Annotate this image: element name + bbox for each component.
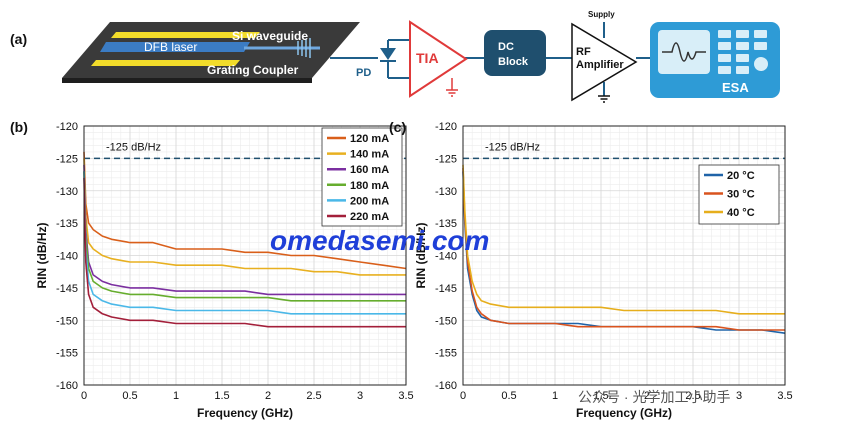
- grating-coupler: [297, 38, 311, 58]
- rin-temperature-chart: 0 0.5 1 1.5 2 2.5 3 3.5 -120 -125 -130 -135 -140 -145…: [389, 119, 793, 420]
- legend-label: 140 mA: [350, 149, 389, 161]
- tia-label: TIA: [416, 50, 439, 66]
- y-tick-label: -160: [435, 380, 457, 392]
- signal-path: [330, 22, 650, 96]
- x-tick-label: 1.5: [593, 390, 608, 402]
- dc-block-box: [484, 30, 546, 76]
- x-tick-label: 3.5: [398, 390, 413, 402]
- legend-label: 200 mA: [350, 195, 389, 207]
- series-line: [83, 177, 406, 328]
- rf-ground-icon: [598, 95, 610, 103]
- series-line: [462, 171, 786, 334]
- y-tick-label: -145: [56, 283, 78, 295]
- series-line: [83, 171, 406, 315]
- supply-label: Supply: [588, 10, 615, 19]
- y-tick-label: -130: [56, 186, 78, 198]
- y-tick-label: -120: [435, 121, 457, 133]
- series-line: [83, 164, 406, 296]
- y-tick-label: -155: [56, 348, 78, 360]
- x-tick-label: 3: [357, 390, 363, 402]
- y-tick-label: -160: [56, 380, 78, 392]
- y-tick-label: -135: [56, 218, 78, 230]
- rf-amp-label-line1: RF: [576, 46, 591, 58]
- y-axis-label: RIN (dB/Hz): [414, 223, 428, 289]
- panel-a-label: (a): [10, 31, 27, 47]
- x-tick-label: 3: [736, 390, 742, 402]
- chip-electrode-bottom: [91, 60, 240, 66]
- x-tick-label: 2: [644, 390, 650, 402]
- dc-block-label-line1: DC: [498, 41, 514, 53]
- y-tick-label: -125: [56, 153, 78, 165]
- chip-edge: [62, 78, 312, 83]
- y-tick-label: -140: [435, 251, 457, 263]
- series-line: [462, 168, 785, 331]
- plot-frame: [83, 125, 407, 386]
- legend-label: 30 °C: [727, 189, 755, 201]
- plot-frame: [462, 125, 786, 386]
- grating-coupler-label: Grating Coupler: [207, 63, 299, 77]
- x-tick-label: 2.5: [685, 390, 700, 402]
- wechat-watermark: 公众号 · 光学加工小助手: [578, 389, 730, 405]
- y-tick-label: -135: [435, 218, 457, 230]
- legend-label: 180 mA: [350, 180, 389, 192]
- dc-block-label-line2: Block: [498, 56, 529, 68]
- esa-waveform-icon: [662, 42, 706, 62]
- rf-amplifier-icon: [571, 22, 638, 102]
- y-tick-label: -150: [435, 315, 457, 327]
- legend-box: [321, 127, 403, 227]
- y-tick-label: -155: [435, 348, 457, 360]
- series-line: [83, 158, 406, 276]
- y-tick-label: -140: [56, 251, 78, 263]
- x-tick-label: 1: [552, 390, 558, 402]
- series-line: [83, 151, 407, 270]
- legend-label: 40 °C: [727, 207, 755, 219]
- x-tick-label: 2: [265, 390, 271, 402]
- chip-electrode-top: [111, 32, 260, 38]
- x-tick-label: 1.5: [214, 390, 229, 402]
- panel-label: (c): [389, 119, 406, 135]
- x-tick-label: 2.5: [306, 390, 321, 402]
- x-axis-label: Frequency (GHz): [197, 406, 293, 420]
- tia-amplifier-icon: [409, 20, 468, 98]
- dfb-laser-label: DFB laser: [144, 40, 197, 54]
- x-tick-label: 0.5: [122, 390, 137, 402]
- pd-label: PD: [356, 67, 371, 79]
- panel-label: (b): [10, 119, 28, 135]
- esa-screen: [658, 30, 710, 74]
- legend-label: 120 mA: [350, 133, 389, 145]
- legend-label: 20 °C: [727, 170, 755, 182]
- y-tick-label: -125: [435, 153, 457, 165]
- y-axis-label: RIN (dB/Hz): [35, 223, 49, 289]
- x-tick-label: 0.5: [501, 390, 516, 402]
- si-waveguide-label: Si waveguide: [232, 29, 308, 43]
- x-tick-label: 1: [173, 390, 179, 402]
- legend-label: 160 mA: [350, 164, 389, 176]
- photodiode-icon: [380, 48, 396, 60]
- series-line: [83, 171, 406, 302]
- rf-amp-label-line2: Amplifier: [576, 59, 624, 71]
- dfb-laser-block: [100, 42, 250, 52]
- legend-label: 220 mA: [350, 211, 389, 223]
- tia-ground-icon: [446, 89, 458, 97]
- site-watermark: omedasemi.com: [270, 225, 489, 256]
- reference-line-label: -125 dB/Hz: [485, 141, 540, 153]
- series-line: [462, 164, 785, 315]
- x-axis-label: Frequency (GHz): [576, 406, 672, 420]
- esa-keypad-icon: [718, 30, 768, 74]
- esa-label: ESA: [722, 80, 749, 95]
- rin-current-chart: 0 0.5 1 1.5 2 2.5 3 3.5 -120 -125 -130 -135 -140 -145…: [10, 119, 414, 420]
- y-tick-label: -120: [56, 121, 78, 133]
- reference-line-label: -125 dB/Hz: [106, 141, 161, 153]
- y-tick-label: -145: [435, 283, 457, 295]
- x-tick-label: 3.5: [777, 390, 792, 402]
- x-tick-label: 0: [460, 390, 466, 402]
- y-tick-label: -150: [56, 315, 78, 327]
- schematic-panel: (a) DFB laser Si waveguide Grating Coupl…: [10, 10, 780, 103]
- y-tick-label: -130: [435, 186, 457, 198]
- x-tick-label: 0: [81, 390, 87, 402]
